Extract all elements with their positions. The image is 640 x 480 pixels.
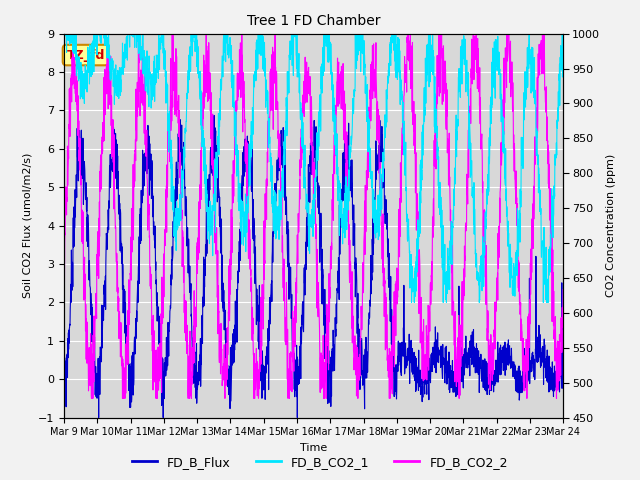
- FD_B_CO2_2: [516, 302, 524, 308]
- FD_B_Flux: [95, 415, 102, 420]
- FD_B_CO2_2: [60, 256, 68, 262]
- FD_B_CO2_2: [339, 99, 346, 105]
- FD_B_CO2_1: [516, 234, 524, 240]
- FD_B_Flux: [328, 355, 336, 360]
- FD_B_Flux: [516, 394, 524, 400]
- FD_B_CO2_1: [408, 300, 415, 305]
- FD_B_CO2_1: [459, 62, 467, 68]
- FD_B_CO2_1: [60, 23, 68, 29]
- FD_B_CO2_1: [529, 66, 537, 72]
- Line: FD_B_Flux: FD_B_Flux: [64, 115, 563, 418]
- FD_B_CO2_2: [200, 116, 207, 121]
- X-axis label: Time: Time: [300, 443, 327, 453]
- Line: FD_B_CO2_2: FD_B_CO2_2: [64, 14, 563, 398]
- FD_B_CO2_1: [559, 23, 567, 29]
- FD_B_CO2_2: [503, 12, 511, 17]
- FD_B_Flux: [200, 275, 207, 281]
- FD_B_CO2_2: [529, 195, 537, 201]
- FD_B_CO2_2: [559, 287, 567, 292]
- Legend: FD_B_Flux, FD_B_CO2_1, FD_B_CO2_2: FD_B_Flux, FD_B_CO2_1, FD_B_CO2_2: [127, 451, 513, 474]
- FD_B_CO2_1: [339, 241, 346, 247]
- FD_B_CO2_2: [458, 353, 466, 359]
- FD_B_CO2_2: [328, 247, 335, 252]
- FD_B_Flux: [339, 162, 347, 168]
- FD_B_Flux: [210, 112, 218, 118]
- Y-axis label: CO2 Concentration (ppm): CO2 Concentration (ppm): [606, 154, 616, 297]
- FD_B_Flux: [459, 360, 467, 366]
- FD_B_CO2_1: [200, 154, 207, 159]
- FD_B_Flux: [529, 365, 537, 371]
- Text: TZ_fd: TZ_fd: [67, 48, 105, 61]
- FD_B_Flux: [559, 348, 567, 354]
- FD_B_Flux: [60, 379, 68, 384]
- FD_B_CO2_1: [328, 87, 335, 93]
- Y-axis label: Soil CO2 Flux (umol/m2/s): Soil CO2 Flux (umol/m2/s): [22, 153, 33, 298]
- Line: FD_B_CO2_1: FD_B_CO2_1: [64, 26, 563, 302]
- FD_B_CO2_1: [60, 28, 68, 34]
- Title: Tree 1 FD Chamber: Tree 1 FD Chamber: [247, 14, 380, 28]
- FD_B_CO2_2: [88, 396, 95, 401]
